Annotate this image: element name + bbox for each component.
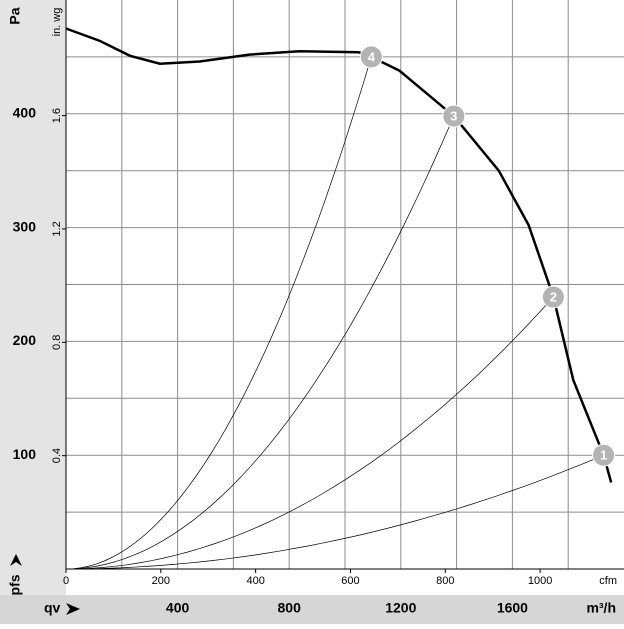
operating-point [442, 104, 466, 128]
x-tick-label: 1000 [528, 575, 552, 587]
x-tick-label: 0 [63, 575, 69, 587]
x2-tick-label: 800 [278, 600, 302, 616]
y-tick-label: 300 [13, 218, 37, 234]
x-tick-label: 600 [341, 575, 359, 587]
point-label: 3 [450, 109, 457, 124]
system-curve [65, 56, 372, 570]
x-arrow [66, 603, 80, 615]
y-label: Pa [7, 7, 23, 24]
x2-tick-label: 1600 [497, 600, 528, 616]
x-tick-label: 400 [246, 575, 264, 587]
y2-tick-label: 0.8 [51, 335, 63, 350]
point-label: 4 [368, 49, 376, 64]
operating-point [592, 443, 616, 467]
system-curve [65, 296, 554, 570]
x-label: cfm [599, 575, 617, 587]
y-symbol: pfs [7, 574, 23, 595]
y-tick-label: 400 [13, 105, 37, 121]
y2-tick-label: 1.2 [51, 221, 63, 236]
x-tick-label: 800 [436, 575, 454, 587]
y2-tick-label: 1.6 [51, 108, 63, 123]
x2-label: m³/h [586, 600, 616, 616]
x-symbol: qv [44, 600, 61, 616]
bottom-panel [0, 595, 624, 624]
x-tick-label: 200 [152, 575, 170, 587]
system-curve [65, 115, 455, 570]
x2-tick-label: 1200 [385, 600, 416, 616]
y2-label: in. wg [51, 8, 63, 37]
operating-point [541, 285, 565, 309]
point-label: 2 [550, 289, 557, 304]
operating-point [359, 45, 383, 69]
point-label: 1 [600, 448, 607, 463]
y2-tick-label: 0.4 [51, 448, 63, 463]
system-curve [65, 454, 604, 570]
y-arrow [10, 554, 22, 566]
y-tick-label: 200 [13, 332, 37, 348]
left-panel [0, 0, 66, 595]
x2-tick-label: 400 [166, 600, 190, 616]
y-tick-label: 100 [13, 446, 37, 462]
